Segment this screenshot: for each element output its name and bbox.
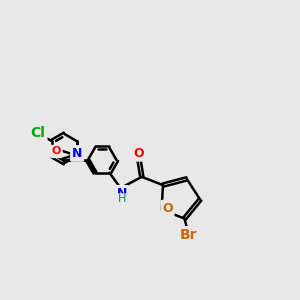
Text: O: O — [134, 147, 144, 160]
Text: Cl: Cl — [31, 126, 46, 140]
Text: Br: Br — [180, 228, 198, 242]
Text: N: N — [117, 187, 127, 200]
Text: O: O — [52, 146, 61, 157]
Text: H: H — [118, 194, 126, 204]
Text: N: N — [72, 147, 82, 160]
Text: O: O — [162, 202, 173, 215]
